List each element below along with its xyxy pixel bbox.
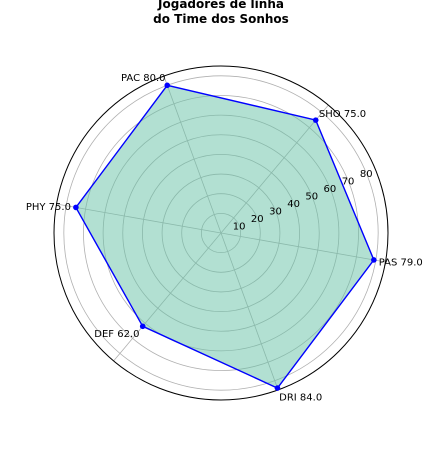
data-point-dri xyxy=(275,385,281,391)
data-point-pas xyxy=(371,257,377,263)
radial-tick-label-80: 80 xyxy=(360,169,373,180)
data-point-def xyxy=(140,324,146,330)
radial-tick-label-10: 10 xyxy=(233,221,246,232)
radial-tick-label-70: 70 xyxy=(342,176,355,187)
radial-tick-label-30: 30 xyxy=(269,206,282,217)
radial-tick-label-20: 20 xyxy=(251,214,264,225)
point-label-def: DEF 62.0 xyxy=(94,329,139,340)
data-point-phy xyxy=(73,205,79,211)
radial-tick-label-50: 50 xyxy=(305,191,318,202)
radial-tick-label-40: 40 xyxy=(287,199,300,210)
chart-title-line-1: Jogadores de linha xyxy=(157,0,284,11)
point-label-phy: PHY 75.0 xyxy=(26,202,71,213)
chart-title-line-2: do Time dos Sonhos xyxy=(153,12,289,26)
series-area xyxy=(76,85,374,388)
point-label-sho: SHO 75.0 xyxy=(319,109,366,120)
data-point-sho xyxy=(313,117,319,123)
point-label-dri: DRI 84.0 xyxy=(279,393,322,404)
radial-tick-label-60: 60 xyxy=(324,184,337,195)
point-label-pac: PAC 80.0 xyxy=(121,73,165,84)
point-label-pas: PAS 79.0 xyxy=(379,258,423,269)
